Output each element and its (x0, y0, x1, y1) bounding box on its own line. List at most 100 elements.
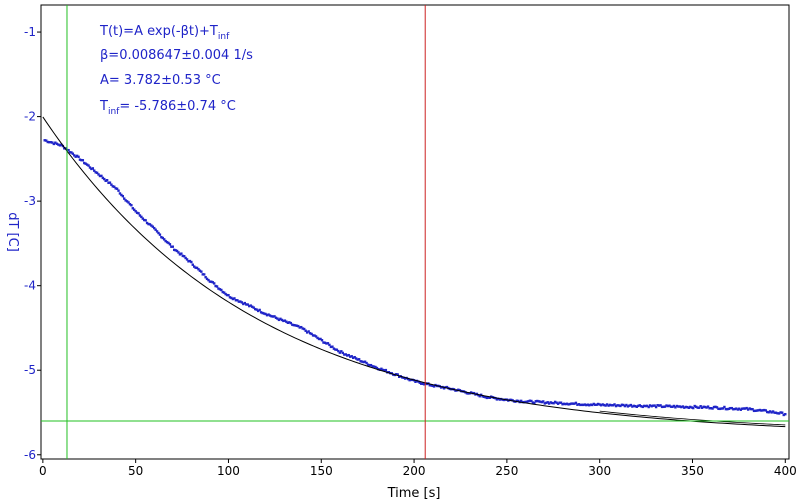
data-point (90, 167, 93, 171)
data-point (328, 343, 331, 347)
x-tick-label-200: 200 (403, 464, 426, 478)
data-point (598, 403, 601, 406)
data-point (402, 376, 405, 379)
data-point (495, 398, 499, 401)
data-point (398, 375, 401, 379)
data-point (663, 405, 667, 408)
data-point (665, 404, 668, 407)
data-point (604, 404, 607, 407)
y-tick-label--1: -1 (24, 25, 36, 39)
data-point (366, 363, 370, 366)
data-point (181, 254, 184, 258)
y-tick-label--4: -4 (24, 279, 36, 293)
data-point (485, 396, 489, 400)
data-point (502, 398, 506, 402)
data-point (256, 309, 260, 313)
data-point (730, 406, 734, 410)
data-point (268, 314, 272, 317)
data-point (128, 203, 132, 206)
data-point (304, 329, 307, 332)
data-point (409, 378, 413, 382)
data-point (285, 320, 288, 323)
data-point (67, 148, 70, 152)
data-point (264, 312, 267, 316)
data-point (634, 404, 637, 408)
data-point (276, 317, 279, 320)
data-point (84, 162, 87, 165)
data-point (656, 404, 659, 407)
data-point (274, 316, 278, 319)
data-point (350, 355, 353, 358)
data-point (49, 141, 52, 144)
data-point (224, 292, 227, 296)
data-point (403, 377, 407, 380)
data-point (123, 197, 126, 200)
data-point (585, 403, 588, 407)
data-point (178, 253, 182, 256)
data-point (74, 155, 77, 158)
fit-curve (42, 116, 786, 428)
data-point (286, 321, 290, 325)
data-point (60, 143, 63, 146)
data-point (758, 408, 762, 412)
y-tick-label--6: -6 (24, 448, 36, 462)
data-point (752, 409, 756, 413)
data-point (677, 405, 680, 408)
data-point (768, 410, 772, 413)
data-point (71, 152, 75, 155)
data-point (542, 400, 545, 403)
data-point (211, 281, 214, 284)
data-point (643, 404, 646, 408)
data-point (234, 299, 238, 302)
data-point (95, 171, 99, 175)
data-point (165, 240, 169, 244)
data-point (659, 404, 662, 407)
data-point (277, 318, 281, 322)
data-point (107, 181, 110, 185)
data-point (111, 185, 115, 188)
data-point (717, 407, 720, 411)
data-point (291, 323, 294, 326)
data-point (141, 217, 144, 220)
data-point (669, 405, 673, 408)
data-point (418, 381, 421, 384)
data-point (552, 402, 555, 405)
data-point (365, 361, 368, 365)
data-point (157, 231, 160, 235)
data-point (729, 406, 732, 410)
data-point (773, 411, 776, 414)
data-point (335, 348, 339, 351)
data-point (588, 404, 591, 407)
data-point (540, 400, 543, 404)
data-point (757, 409, 760, 412)
data-point (724, 407, 728, 411)
y-axis-title: dT [C] (5, 212, 20, 252)
x-axis: 0 50 100 150 200 250 300 350 400 (39, 459, 797, 478)
data-point (248, 304, 251, 308)
data-point (322, 341, 325, 344)
data-point (445, 385, 449, 389)
x-tick-label-250: 250 (495, 464, 518, 478)
data-point (368, 363, 371, 367)
data-point (245, 303, 248, 306)
data-point (515, 399, 519, 402)
data-point (114, 187, 117, 190)
data-point (720, 407, 723, 410)
data-point (143, 218, 146, 222)
data-point (628, 404, 631, 407)
data-point (148, 223, 152, 226)
data-point (190, 260, 193, 264)
data-point (380, 367, 383, 371)
data-point (488, 396, 491, 400)
data-point (77, 155, 80, 159)
data-point (539, 400, 542, 403)
data-point (577, 403, 581, 406)
data-point (644, 404, 647, 408)
data-point (346, 354, 349, 357)
data-point (533, 401, 536, 405)
data-point (777, 412, 781, 415)
x-tick-label-0: 0 (39, 464, 47, 478)
data-point (681, 405, 685, 408)
data-point (83, 161, 86, 165)
data-point (420, 382, 423, 385)
